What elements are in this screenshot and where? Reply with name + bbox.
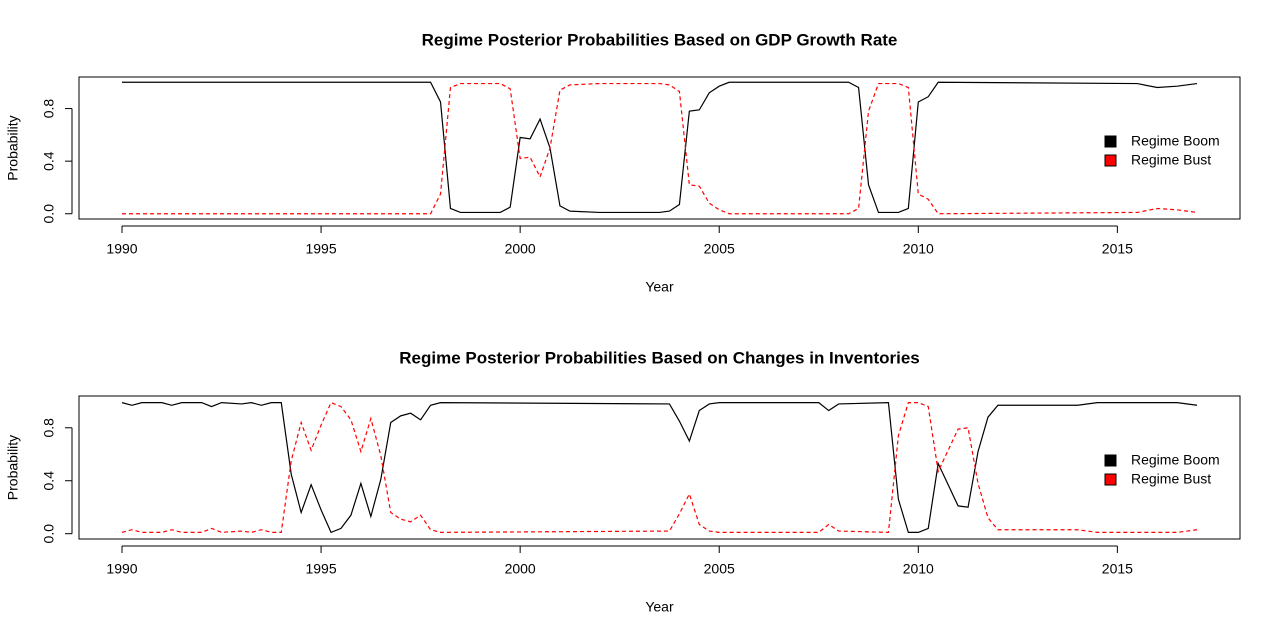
- y-tick-label: 0.8: [41, 99, 57, 119]
- plot-frame: [78, 395, 1241, 540]
- legend-label: Regime Bust: [1131, 471, 1211, 487]
- legend-swatch: [1104, 154, 1117, 167]
- x-tick-label: 2000: [505, 241, 536, 257]
- x-tick-label: 1995: [305, 561, 336, 577]
- legend-label: Regime Boom: [1131, 452, 1220, 468]
- x-tick-label: 2010: [903, 561, 934, 577]
- y-tick-label: 0.4: [41, 471, 57, 491]
- x-tick-label: 2005: [704, 241, 735, 257]
- series-line: [121, 402, 1198, 534]
- y-tick-label: 0.8: [41, 418, 57, 438]
- legend-swatch: [1104, 454, 1117, 467]
- x-tick-label: 2015: [1102, 241, 1133, 257]
- x-tick-label: 2015: [1102, 561, 1133, 577]
- x-axis-label: Year: [645, 279, 674, 295]
- plot-frame: [78, 76, 1241, 220]
- x-tick-label: 2000: [505, 561, 536, 577]
- y-axis-label: Probability: [5, 115, 21, 180]
- y-axis-label: Probability: [5, 435, 21, 500]
- y-tick-label: 0.0: [41, 204, 57, 224]
- x-tick-label: 2005: [704, 561, 735, 577]
- series-line: [122, 82, 1198, 215]
- x-tick-label: 1995: [305, 241, 336, 257]
- chart-title: Regime Posterior Probabilities Based on …: [399, 348, 920, 367]
- x-tick-label: 1990: [106, 561, 137, 577]
- x-tick-label: 2010: [903, 241, 934, 257]
- x-tick-label: 1990: [106, 241, 137, 257]
- legend-swatch: [1104, 473, 1117, 486]
- legend-label: Regime Bust: [1131, 152, 1211, 168]
- legend-swatch: [1104, 135, 1117, 148]
- chart-title: Regime Posterior Probabilities Based on …: [422, 30, 898, 49]
- x-axis-label: Year: [645, 599, 674, 615]
- series-line: [121, 401, 1198, 533]
- y-tick-label: 0.0: [41, 524, 57, 544]
- series-line: [122, 81, 1198, 214]
- y-tick-label: 0.4: [41, 151, 57, 171]
- legend-label: Regime Boom: [1131, 133, 1220, 149]
